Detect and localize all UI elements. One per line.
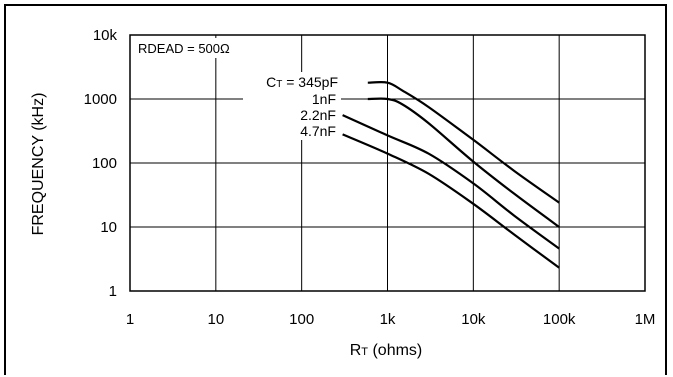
x-tick-label: 1k: [380, 311, 396, 328]
x-tick-label: 10k: [461, 311, 486, 328]
series-line-3: [342, 133, 560, 269]
series-line-1: [367, 97, 560, 228]
x-tick-label: 100k: [543, 311, 576, 328]
chart-frame: [4, 4, 667, 375]
y-tick-label: 100: [92, 155, 117, 172]
x-tick-label: 100: [289, 311, 314, 328]
y-tick-label: 1: [109, 283, 117, 300]
y-axis-label: FREQUENCY (kHz): [30, 93, 47, 236]
y-tick-label: 10k: [93, 27, 118, 44]
x-axis-label: RT (ohms): [350, 342, 423, 359]
x-axis-label-main: R: [350, 342, 362, 359]
rdead-annotation: RDEAD = 500Ω: [138, 41, 230, 56]
series-line-0: [367, 80, 560, 204]
annotation-box: RDEAD = 500Ω: [134, 38, 272, 58]
series-label-1nf: 1nF: [312, 91, 336, 107]
series-labels: CT = 345pF 1nF 2.2nF 4.7nF: [243, 72, 341, 140]
annotation-background: [134, 38, 272, 58]
series-label-4-7nf: 4.7nF: [300, 123, 336, 139]
x-axis-label-sub: T: [361, 346, 368, 358]
grid-lines: [129, 34, 646, 292]
series-label-345pf-sub: T: [276, 79, 282, 90]
series-label-2-2nf: 2.2nF: [300, 107, 336, 123]
x-axis-label-rest: (ohms): [368, 342, 422, 359]
series-line-2: [342, 114, 560, 250]
series-label-345pf-rest: = 345pF: [282, 74, 338, 90]
series-label-345pf: CT = 345pF: [266, 74, 338, 90]
tick-labels: 1 10 100 1k 10k 100k 1M 1 10 100 1000 10k: [84, 27, 656, 328]
y-tick-label: 10: [100, 219, 117, 236]
series-label-345pf-main: C: [266, 74, 276, 90]
y-tick-label: 1000: [84, 91, 117, 108]
plot-area: [129, 34, 646, 292]
series-label-background: [243, 72, 341, 140]
x-tick-label: 1: [126, 311, 134, 328]
series-layer: [342, 80, 560, 269]
x-tick-label: 1M: [635, 311, 656, 328]
x-tick-label: 10: [207, 311, 224, 328]
